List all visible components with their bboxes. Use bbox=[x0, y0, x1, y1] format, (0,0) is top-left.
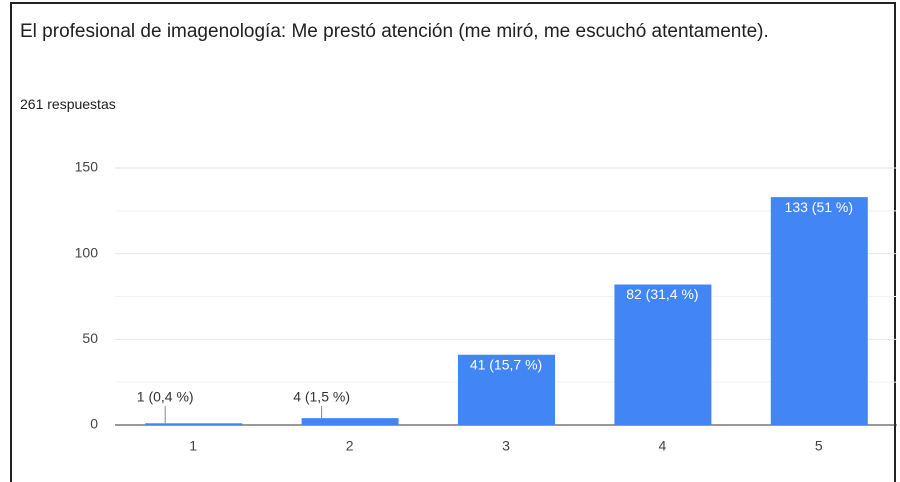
x-tick-label: 5 bbox=[815, 438, 823, 454]
y-tick-label: 100 bbox=[75, 244, 99, 260]
chart-title: El profesional de imagenología: Me prest… bbox=[20, 21, 769, 42]
y-tick-label: 0 bbox=[90, 416, 98, 432]
bar bbox=[145, 423, 243, 425]
y-tick-label: 150 bbox=[75, 159, 99, 175]
data-label: 4 (1,5 %) bbox=[293, 389, 350, 405]
x-tick-label: 2 bbox=[346, 438, 354, 454]
card-border bbox=[10, 2, 896, 482]
bar bbox=[614, 284, 712, 425]
data-label: 133 (51 %) bbox=[785, 199, 853, 215]
data-label: 82 (31,4 %) bbox=[626, 286, 698, 302]
x-tick-label: 1 bbox=[189, 438, 197, 454]
x-tick-label: 4 bbox=[659, 438, 667, 454]
bar bbox=[458, 354, 555, 425]
y-tick-label: 50 bbox=[82, 330, 98, 346]
x-tick-label: 3 bbox=[502, 438, 510, 454]
bar bbox=[770, 197, 868, 425]
chart-subtitle: 261 respuestas bbox=[20, 96, 116, 112]
data-label: 41 (15,7 %) bbox=[470, 356, 542, 372]
data-label: 1 (0,4 %) bbox=[137, 389, 194, 405]
bar bbox=[301, 418, 399, 425]
